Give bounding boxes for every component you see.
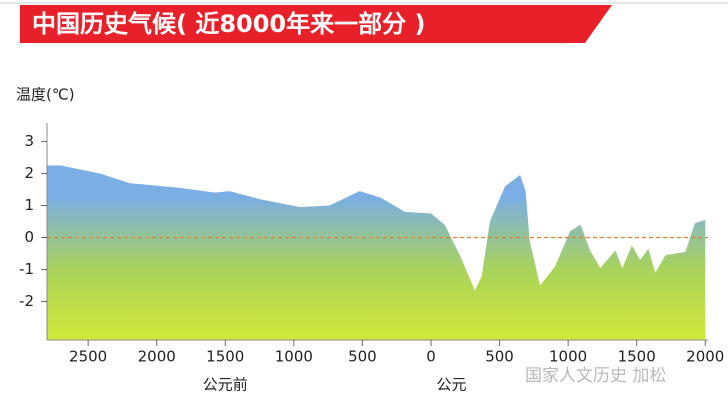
x-tick-label: 1500 <box>206 348 244 366</box>
era-label: 公元前 <box>203 376 248 394</box>
chart-title: 中国历史气候( 近8000年来一部分 ) <box>32 10 425 38</box>
y-axis-label: 温度(℃) <box>16 86 75 104</box>
x-tick-label: 0 <box>426 348 436 366</box>
y-tick-label: 1 <box>24 196 34 214</box>
x-tick-label: 1000 <box>275 348 313 366</box>
title-banner <box>20 5 612 43</box>
y-tick-label: -1 <box>19 260 34 278</box>
watermark: 国家人文历史 加松 <box>525 366 666 386</box>
x-tick-label: 1500 <box>618 348 656 366</box>
y-tick-label: 2 <box>24 164 34 182</box>
era-label: 公元 <box>437 376 467 394</box>
temperature-area <box>47 165 706 340</box>
x-tick-label: 1000 <box>549 348 587 366</box>
x-tick-label: 500 <box>348 348 377 366</box>
x-tick-label: 2000 <box>686 348 724 366</box>
y-tick-label: 0 <box>24 228 34 246</box>
y-tick-label: 3 <box>24 132 34 150</box>
y-tick-label: -2 <box>19 292 34 310</box>
x-tick-label: 2000 <box>138 348 176 366</box>
x-tick-label: 2500 <box>69 348 107 366</box>
x-tick-label: 500 <box>485 348 514 366</box>
